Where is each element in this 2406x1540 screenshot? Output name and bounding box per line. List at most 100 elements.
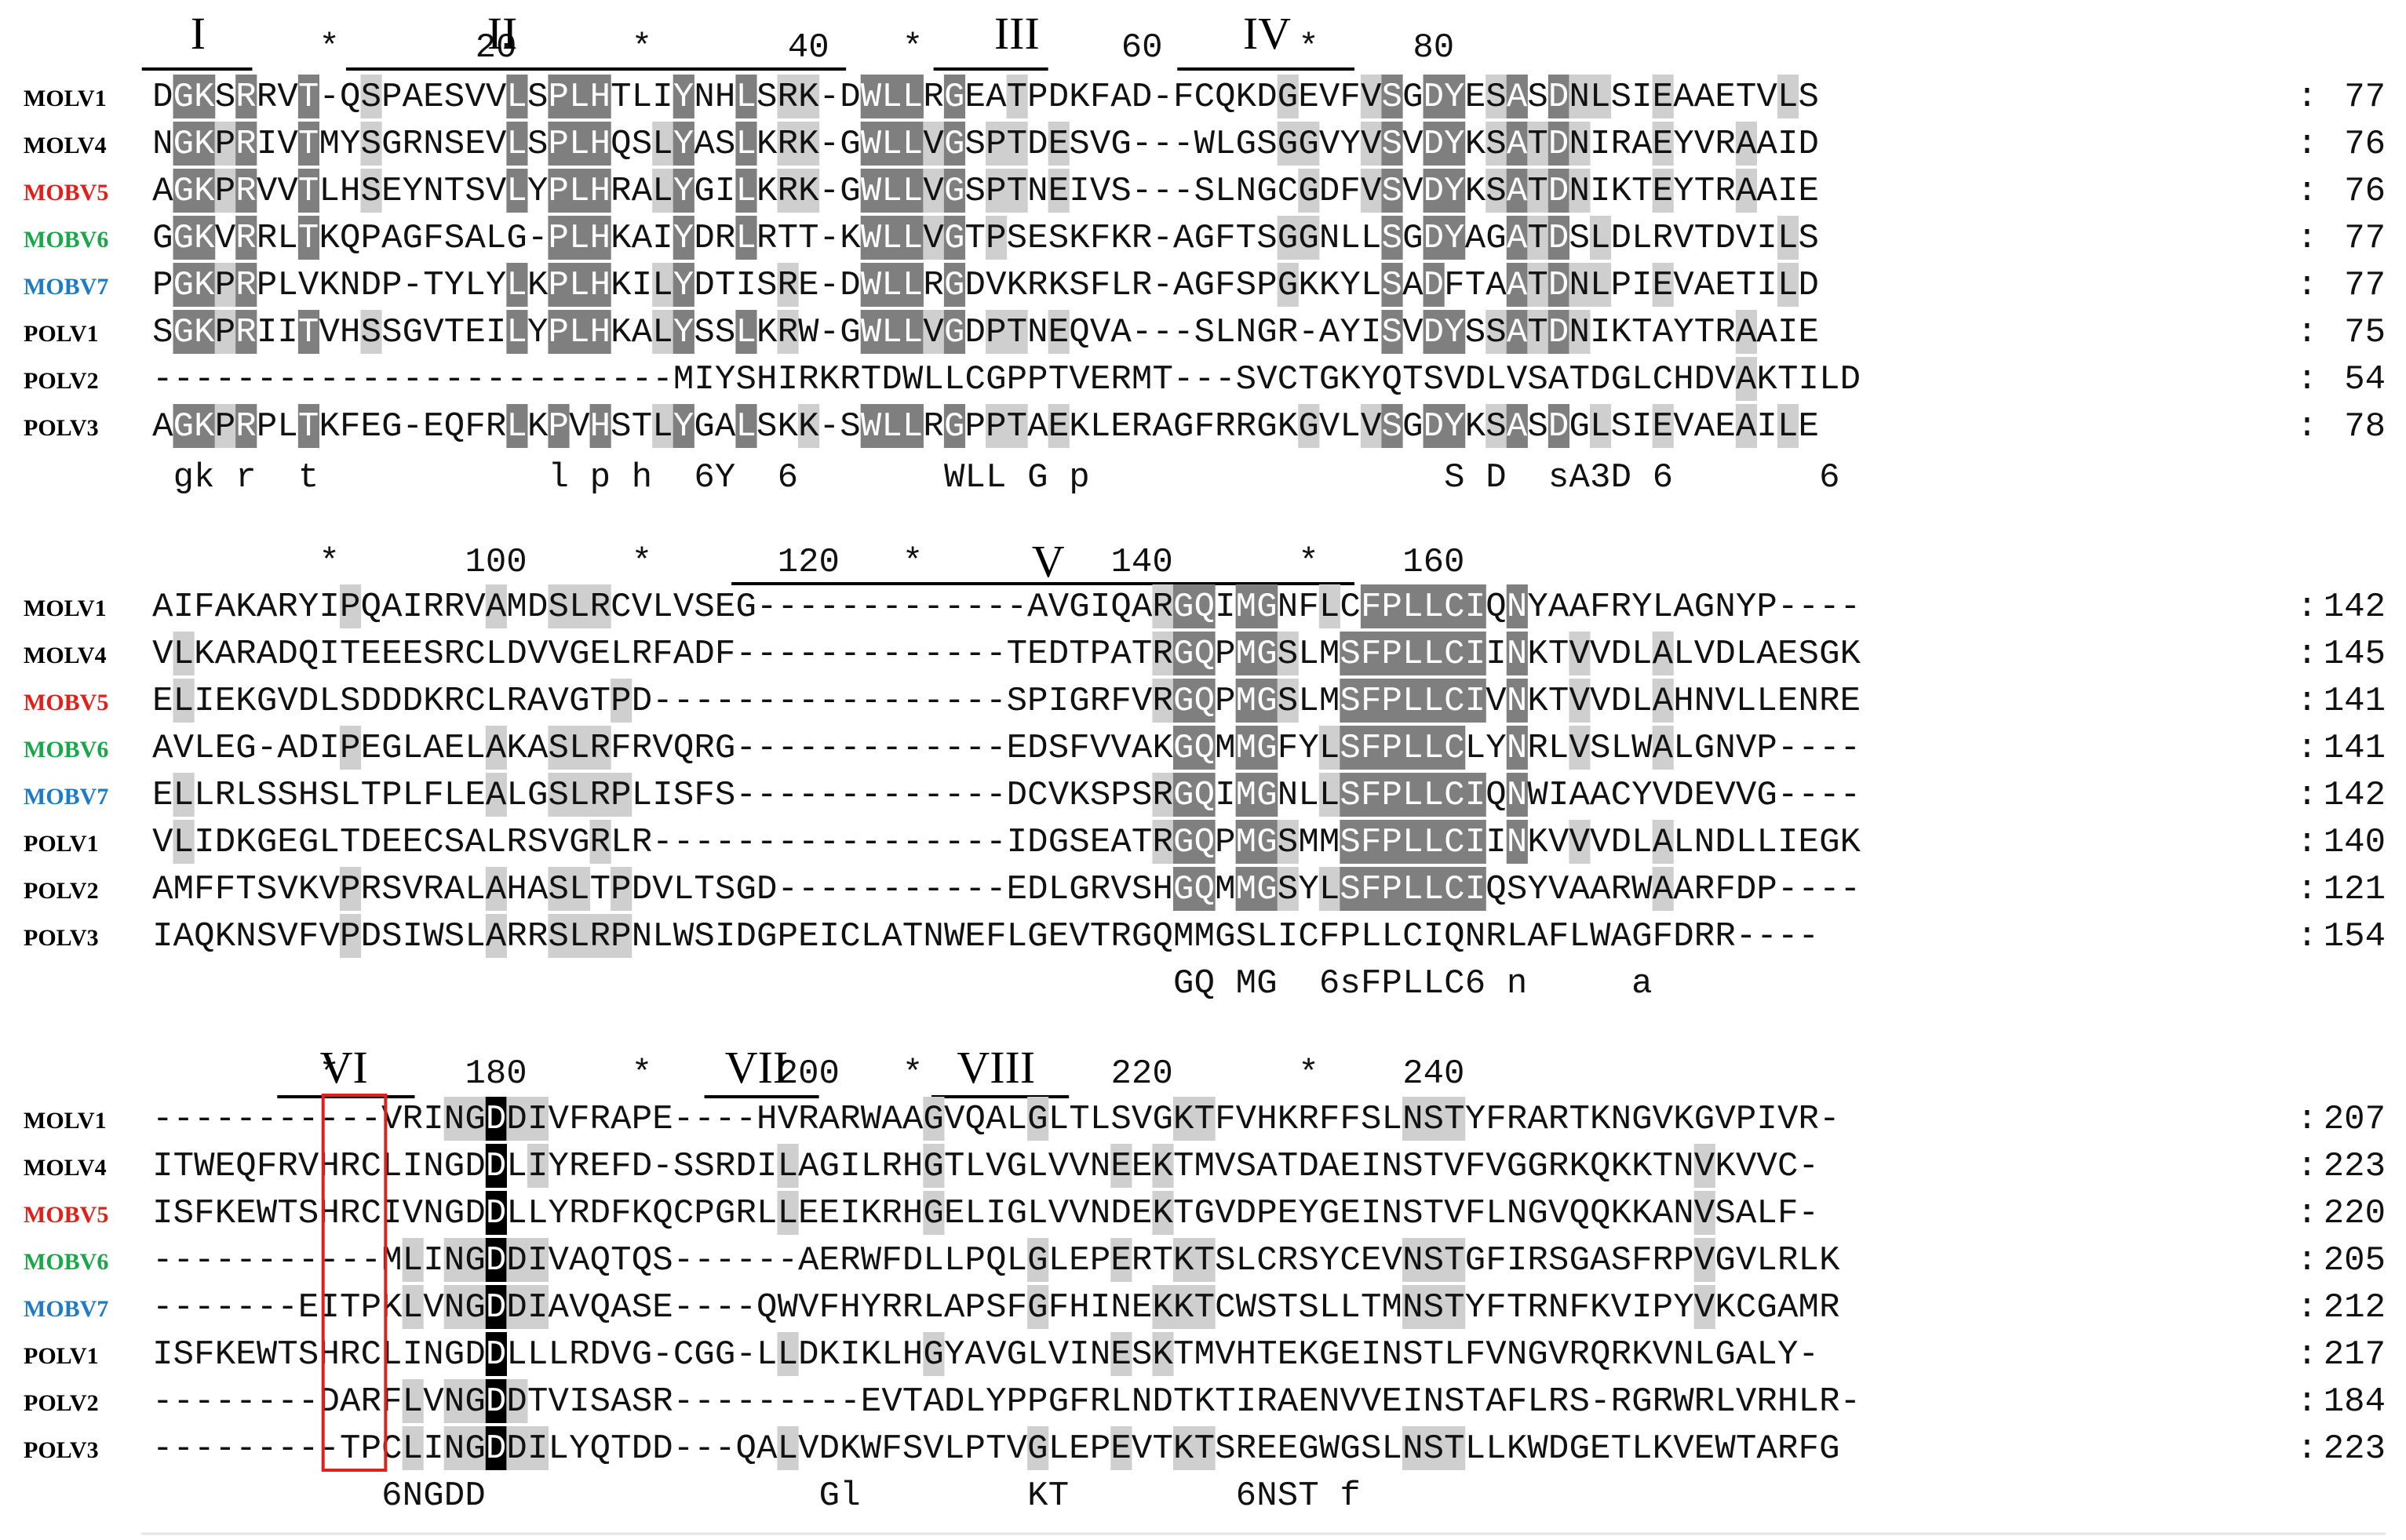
residue: S xyxy=(215,78,235,117)
residue: L xyxy=(235,776,256,815)
residue: S xyxy=(652,1241,673,1280)
residue: T xyxy=(1007,125,1027,164)
residue: D xyxy=(652,1429,673,1469)
conservation-shade xyxy=(1423,263,1445,307)
gap-character: - xyxy=(715,1241,735,1280)
conservation-shade xyxy=(1423,584,1445,628)
residue: W xyxy=(861,172,882,211)
residue: T xyxy=(423,266,443,305)
residue: R xyxy=(1819,682,1839,721)
residue: K xyxy=(1756,360,1777,399)
residue: S xyxy=(1527,78,1547,117)
residue: K xyxy=(1507,1429,1528,1469)
residue: P xyxy=(611,776,631,815)
residue: K xyxy=(194,266,215,305)
residue: I xyxy=(527,1288,548,1327)
residue: Y xyxy=(1631,776,1652,815)
conservation-shade xyxy=(1423,169,1445,213)
gap-character: - xyxy=(298,1100,319,1139)
residue: E xyxy=(403,823,423,862)
residue: L xyxy=(965,1382,986,1422)
residue: M xyxy=(1194,917,1215,956)
sequence-row: MOLV1 D G K S R R V T - Q S P A E S V V L S P L H T L I Y N H L S R K - D W… xyxy=(24,75,2386,118)
residue: L xyxy=(1756,1194,1777,1233)
residue: V xyxy=(1007,1429,1028,1469)
residue: R xyxy=(361,870,381,909)
ruler-tick-star: * xyxy=(1298,543,1318,582)
residue: R xyxy=(361,1382,381,1422)
residue: I xyxy=(1090,1288,1110,1327)
residue: V xyxy=(923,125,944,164)
sequence-name: POLV2 xyxy=(24,878,99,904)
residue: T xyxy=(1527,172,1547,211)
conservation-shade xyxy=(986,122,1008,166)
residue: H xyxy=(590,78,611,117)
residue: D xyxy=(506,1288,527,1327)
residue: A xyxy=(1736,407,1757,446)
residue: I xyxy=(1756,1100,1777,1139)
conservation-shade xyxy=(1652,122,1674,166)
residue: E xyxy=(1694,776,1715,815)
conservation-shade xyxy=(1256,679,1278,723)
sequence-name: MOLV4 xyxy=(24,643,107,668)
conservation-shade xyxy=(923,216,945,260)
conservation-shade xyxy=(1569,310,1591,354)
residue: E xyxy=(1278,1429,1298,1469)
residue: K xyxy=(861,1194,882,1233)
residue: S xyxy=(1569,219,1589,258)
residue: P xyxy=(1382,635,1402,674)
residue: T xyxy=(340,1429,360,1469)
residue: N xyxy=(1090,1194,1110,1233)
conservation-shade xyxy=(1256,632,1278,675)
conservation-shade xyxy=(1318,584,1340,628)
residue: L xyxy=(569,776,589,815)
residue: D xyxy=(735,1147,756,1186)
residue: R xyxy=(423,870,443,909)
residue: S xyxy=(361,125,381,164)
residue: L xyxy=(444,776,465,815)
residue: T xyxy=(1236,219,1256,258)
conservation-shade xyxy=(1152,773,1174,817)
sequence-row: MOBV7 P G K P R P L V K N D P - T Y L Y L K P L H K I L Y D T I S R E - D W… xyxy=(24,263,2386,307)
residue: A xyxy=(1653,682,1674,721)
residue: M xyxy=(1236,588,1256,627)
conservation-shade xyxy=(1506,75,1528,118)
residue: R xyxy=(652,1382,673,1422)
conservation-shade xyxy=(881,404,903,448)
conservation-shade xyxy=(214,122,236,166)
residue: A xyxy=(819,1100,840,1139)
residue: I xyxy=(1069,172,1089,211)
residue: P xyxy=(549,407,569,446)
residue: G xyxy=(444,1194,465,1233)
residue: D xyxy=(632,870,652,909)
residue: V xyxy=(1673,407,1694,446)
residue: E xyxy=(152,776,173,815)
residue: D xyxy=(756,870,777,909)
residue: K xyxy=(1278,407,1299,446)
residue: Y xyxy=(1340,125,1360,164)
gap-character: - xyxy=(735,823,756,862)
conservation-shade xyxy=(1277,632,1299,675)
residue: L xyxy=(756,1194,777,1233)
residue: Q xyxy=(298,635,319,674)
residue: F xyxy=(1319,917,1340,956)
residue: V xyxy=(486,125,507,164)
gap-character: - xyxy=(840,1382,860,1422)
residue: C xyxy=(673,1194,694,1233)
residue: Y xyxy=(486,266,506,305)
residue: A xyxy=(1673,588,1694,627)
residue: T xyxy=(1548,635,1569,674)
residue: E xyxy=(1715,407,1735,446)
residue: T xyxy=(277,1194,297,1233)
residue: R xyxy=(340,1194,360,1233)
residue: G xyxy=(403,219,423,258)
residue: T xyxy=(1132,635,1152,674)
residue: G xyxy=(735,588,756,627)
residue: T xyxy=(1424,1194,1444,1233)
residue: I xyxy=(319,729,339,768)
residue: T xyxy=(340,1288,360,1327)
residue: S xyxy=(1486,172,1506,211)
residue: D xyxy=(1548,78,1569,117)
consensus-residue: P xyxy=(1382,964,1402,1003)
conservation-shade xyxy=(194,122,216,166)
